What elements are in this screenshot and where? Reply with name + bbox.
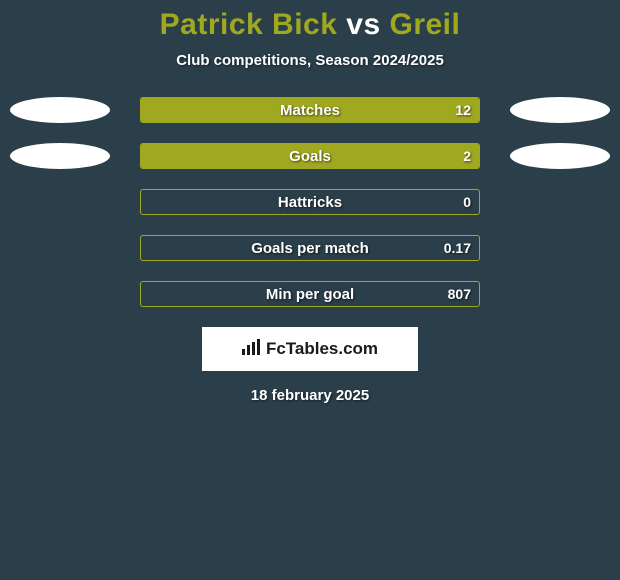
page-title: Patrick Bick vs Greil [0,0,620,42]
left-ellipse [10,143,110,169]
right-ellipse [510,97,610,123]
stats-chart: Matches12 Goals2 Hattricks0 Goals per match… [0,97,620,307]
date-text: 18 february 2025 [0,387,620,404]
player1-name: Patrick Bick [160,8,338,41]
player2-name: Greil [389,8,460,41]
stat-row: Hattricks0 [0,189,620,215]
logo-box: FcTables.com [202,327,418,371]
stat-row: Goals per match0.17 [0,235,620,261]
stat-row: Min per goal807 [0,281,620,307]
stat-row: Matches12 [0,97,620,123]
left-ellipse [10,97,110,123]
stat-bar: Hattricks0 [140,189,480,215]
stat-label: Hattricks [141,190,479,214]
stat-bar: Goals per match0.17 [140,235,480,261]
vs-text: vs [346,8,380,41]
stat-value: 807 [448,282,471,306]
stat-row: Goals2 [0,143,620,169]
stat-bar: Goals2 [140,143,480,169]
stat-value: 12 [455,98,471,122]
stat-bar: Matches12 [140,97,480,123]
stat-label: Goals per match [141,236,479,260]
subtitle: Club competitions, Season 2024/2025 [0,52,620,69]
stat-value: 0.17 [444,236,471,260]
stat-bar: Min per goal807 [140,281,480,307]
stat-value: 2 [463,144,471,168]
stat-value: 0 [463,190,471,214]
stat-label: Min per goal [141,282,479,306]
stat-label: Goals [141,144,479,168]
logo-text: FcTables.com [266,339,378,359]
logo: FcTables.com [242,339,378,360]
right-ellipse [510,143,610,169]
bars-icon [242,339,262,360]
infographic-root: Patrick Bick vs Greil Club competitions,… [0,0,620,580]
stat-label: Matches [141,98,479,122]
